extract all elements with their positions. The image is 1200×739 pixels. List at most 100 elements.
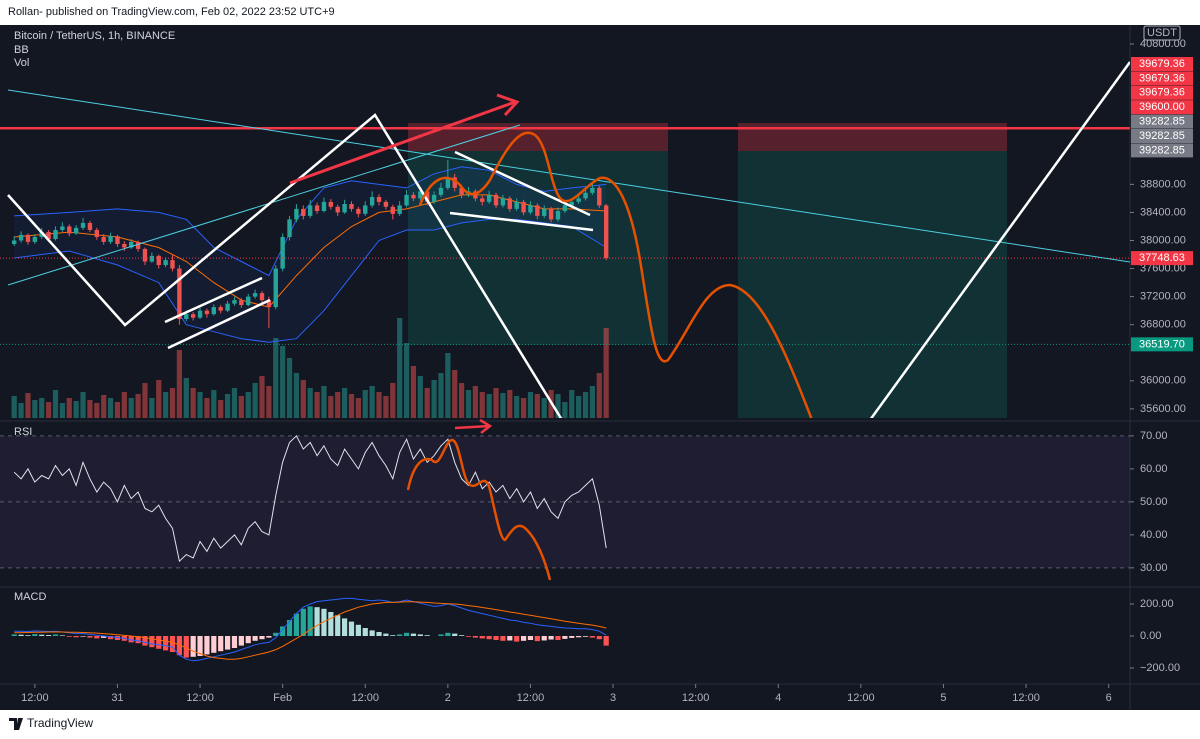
macd-hist	[465, 636, 472, 637]
marks	[0, 126, 1130, 662]
candle-body	[493, 194, 499, 206]
volume-bar	[397, 318, 403, 418]
volume-bar	[459, 383, 465, 418]
candle-body	[548, 208, 554, 220]
volume-bar	[87, 400, 93, 418]
volume-bar	[555, 394, 561, 418]
candle-body	[535, 205, 540, 216]
volume-bar	[286, 358, 293, 418]
candle-body	[129, 241, 134, 248]
price-tag	[1131, 85, 1193, 100]
candle-body	[514, 201, 519, 209]
macd-hist	[342, 618, 348, 636]
volume-bar	[280, 346, 286, 418]
volume-bar	[403, 343, 410, 418]
volume-bar	[479, 392, 485, 418]
price-tag-label: 36519.70	[1139, 338, 1185, 350]
volume-bar	[486, 394, 492, 418]
macd-hist	[314, 607, 320, 636]
volume-bar	[603, 328, 609, 418]
volume-bar	[156, 380, 162, 418]
candle-body	[170, 260, 175, 269]
x-tick-label: 12:00	[847, 692, 875, 704]
x-tick-label: 31	[111, 692, 123, 704]
candle-body	[135, 241, 141, 249]
y-tick-label: 35600.00	[1140, 403, 1186, 415]
chart-title: Bitcoin / TetherUS, 1h, BINANCE	[14, 30, 175, 42]
candle-body	[67, 226, 72, 234]
macd-hist	[410, 633, 417, 636]
candle-body	[163, 260, 168, 266]
volume-bar	[204, 398, 210, 418]
volume-bar	[224, 394, 231, 418]
macd-hist	[417, 634, 423, 636]
volume-bar	[383, 396, 389, 418]
y-tick-label: 37200.00	[1140, 291, 1186, 303]
volume-bar	[183, 378, 189, 418]
volume-bar	[176, 350, 182, 418]
macd-hist	[472, 636, 478, 638]
candle-body	[411, 194, 416, 199]
candle-body	[356, 208, 361, 214]
footer-brand: TradingView	[27, 716, 93, 730]
macd-hist	[603, 636, 609, 646]
footer-logo	[9, 718, 23, 730]
price-tag	[1131, 100, 1193, 115]
macd-hist	[101, 636, 107, 638]
candle-body	[431, 194, 437, 202]
volume-bar	[424, 388, 430, 418]
candle-body	[335, 206, 340, 213]
volume-bar	[472, 386, 478, 418]
volume-bar	[18, 403, 24, 418]
macd-hist	[190, 636, 196, 657]
macd-hist	[231, 636, 238, 648]
macd-hist	[163, 636, 169, 651]
volume-bar	[541, 398, 547, 418]
macd-hist	[293, 613, 300, 636]
candle-body	[232, 300, 237, 304]
volume-bar	[11, 396, 17, 418]
candle-body	[156, 255, 161, 266]
volume-bar	[500, 393, 506, 418]
macd-hist	[149, 636, 155, 648]
volume-bar	[52, 390, 59, 418]
candle-body	[149, 255, 155, 262]
drawings-front	[7, 61, 1130, 418]
y-tick-label: 36800.00	[1140, 319, 1186, 331]
x-tick-label: 5	[940, 692, 946, 704]
volume-bar	[514, 396, 520, 418]
volume-bar	[465, 390, 472, 418]
candle-body	[53, 229, 58, 240]
macd-hist	[156, 636, 162, 649]
y-tick-label: 38400.00	[1140, 206, 1186, 218]
volume-bar	[163, 392, 169, 418]
candle-body	[18, 234, 24, 241]
volume-bar	[238, 396, 244, 418]
volume-bar	[231, 388, 238, 418]
candle-body	[562, 205, 568, 212]
volume-bar	[569, 390, 575, 418]
volume-bar	[507, 390, 513, 418]
macd-hist	[369, 630, 375, 636]
candle-body	[542, 208, 547, 216]
macd-hist	[39, 634, 45, 636]
macd-hist	[514, 636, 520, 642]
macd-hist	[390, 635, 396, 636]
volume-bar	[520, 398, 527, 418]
volume-bar	[390, 383, 396, 418]
price-tag-label: 39282.85	[1139, 116, 1185, 128]
candle-body	[521, 201, 526, 213]
volume-bar	[107, 398, 114, 418]
candle-body	[73, 227, 79, 234]
candle-body	[555, 211, 561, 220]
candle-body	[287, 219, 292, 237]
macd-line	[14, 597, 607, 662]
macd-hist	[176, 636, 182, 656]
candle-body	[39, 232, 44, 237]
x-tick-label: 12:00	[21, 692, 49, 704]
volume-bar	[307, 388, 313, 418]
volume-bar	[417, 376, 423, 418]
candle-body	[307, 205, 313, 216]
y-tick-label: 60.00	[1140, 463, 1168, 475]
